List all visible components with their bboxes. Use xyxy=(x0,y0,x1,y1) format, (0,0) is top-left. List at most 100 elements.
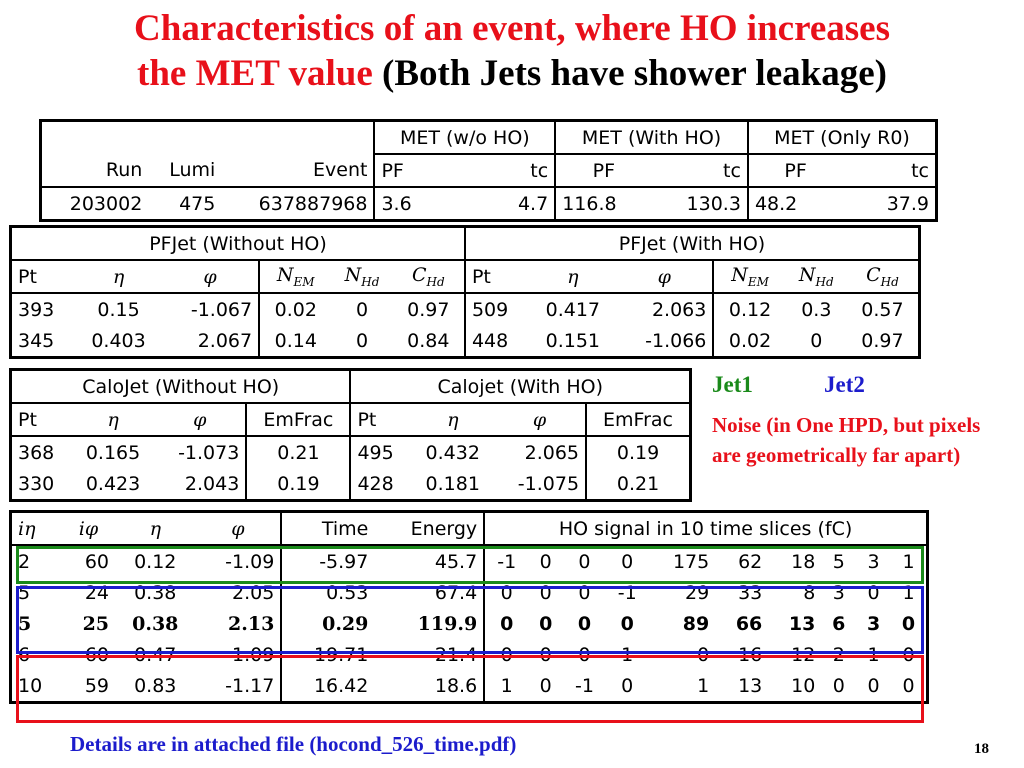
ho-signal-header: HO signal in 10 time slices (fC) xyxy=(484,513,926,546)
table-cell: 3 xyxy=(867,550,880,573)
table-cell: 89 xyxy=(682,612,710,635)
details-footer: Details are in attached file (hocond_526… xyxy=(70,732,517,756)
table-cell: 0 xyxy=(500,612,514,635)
table-cell: -1 xyxy=(497,550,517,573)
table-cell: 2 xyxy=(832,643,845,666)
table-cell: 0 xyxy=(355,298,369,321)
met-table: MET (w/o HO) MET (With HO) MET (Only R0)… xyxy=(39,119,938,222)
met-col-pf: PF xyxy=(747,154,843,188)
col-nem: NEM xyxy=(713,260,786,294)
table-cell: 2.063 xyxy=(616,293,715,325)
ho-signal-table: iη iφ η φ Time Energy HO signal in 10 ti… xyxy=(9,510,929,704)
jet1-rows-box xyxy=(16,546,924,584)
table-cell: 0.19 xyxy=(246,468,352,499)
col-emfrac: EmFrac xyxy=(586,403,689,437)
table-cell: -1.066 xyxy=(616,325,715,356)
col-iphi: iφ xyxy=(61,513,116,546)
table-cell: 0 xyxy=(832,674,845,697)
table-cell: 0.84 xyxy=(392,325,466,356)
table-cell: 5 xyxy=(832,550,845,573)
table-cell: 130.3 xyxy=(651,187,749,219)
table-cell: 637887968 xyxy=(221,187,376,219)
table-cell: 48.2 xyxy=(754,192,798,215)
table-cell: 0 xyxy=(577,612,592,635)
table-row: 203002 475 637887968 3.6 4.7 116.8 130.3… xyxy=(42,187,935,219)
col-eta: η xyxy=(411,403,494,437)
col-time: Time xyxy=(281,513,375,546)
table-cell: 0 xyxy=(621,550,634,573)
table-cell: 175 xyxy=(672,550,710,573)
col-pt: Pt xyxy=(350,403,412,437)
title-line1: Characteristics of an event, where HO in… xyxy=(134,8,890,49)
table-cell: 0.38 xyxy=(132,612,179,635)
table-cell: 116.8 xyxy=(562,192,617,215)
table-cell: 1 xyxy=(902,550,915,573)
table-cell: 2.067 xyxy=(161,325,261,356)
table-cell: 0.432 xyxy=(425,441,480,464)
col-emfrac: EmFrac xyxy=(246,403,352,437)
table-cell: 0 xyxy=(578,550,591,573)
table-cell: 3.6 xyxy=(381,192,412,215)
table-cell: 1 xyxy=(697,674,710,697)
table-cell: 119.9 xyxy=(374,608,486,639)
table-cell: 21.4 xyxy=(374,639,486,670)
table-cell: 0.97 xyxy=(861,329,904,352)
col-pt: Pt xyxy=(464,260,530,294)
jet2-label: Jet2 xyxy=(824,372,865,397)
table-row: 5 25 0.38 2.13 0.29 119.9 0 0 0 0 89 66 13 6 3 0 xyxy=(12,608,926,639)
table-row: 345 0.403 2.067 0.14 0 0.84 448 0.151 -1… xyxy=(12,325,918,356)
table-cell: 0.02 xyxy=(274,298,317,321)
table-cell: 13 xyxy=(738,674,763,697)
table-cell: -5.97 xyxy=(319,550,369,573)
title-line2-black: (Both Jets have shower leakage) xyxy=(382,53,887,94)
table-cell: 60 xyxy=(84,550,110,573)
table-cell: 0.417 xyxy=(545,298,601,321)
table-cell: 0.12 xyxy=(134,550,177,573)
table-cell: 45.7 xyxy=(374,545,486,577)
table-cell: 368 xyxy=(18,441,55,464)
table-cell: -1.067 xyxy=(161,293,261,325)
table-cell: 0.21 xyxy=(616,472,660,495)
table-cell: 0.181 xyxy=(425,472,480,495)
table-cell: 0 xyxy=(539,550,552,573)
table-cell: 0.57 xyxy=(861,298,904,321)
table-cell: 10 xyxy=(791,674,816,697)
table-cell: 6 xyxy=(832,612,846,635)
met-col-pf: PF xyxy=(374,154,465,188)
table-cell: -1 xyxy=(575,674,594,697)
met-col-tc: tc xyxy=(651,154,749,188)
table-cell: 475 xyxy=(179,192,216,215)
col-energy: Energy xyxy=(374,513,486,546)
col-eta: η xyxy=(75,260,162,294)
table-cell: 0 xyxy=(902,674,915,697)
table-cell: 0 xyxy=(902,643,915,666)
table-cell: 0 xyxy=(539,674,552,697)
table-cell: 18 xyxy=(791,550,816,573)
col-nem: NEM xyxy=(259,260,332,294)
table-row: 393 0.15 -1.067 0.02 0 0.97 509 0.417 2.… xyxy=(12,293,918,325)
met-header-without-ho: MET (w/o HO) xyxy=(374,122,557,155)
col-chd: CHd xyxy=(392,260,466,294)
table-cell: -1.075 xyxy=(493,468,588,499)
table-cell: 62 xyxy=(738,550,763,573)
table-row: 10 59 0.83 -1.17 16.42 18.6 1 0 -1 0 1 13 10 0 0 0 xyxy=(12,670,926,701)
table-cell: 4.7 xyxy=(464,187,557,219)
col-eta: η xyxy=(71,403,155,437)
met-col-run: Run xyxy=(42,154,149,188)
col-ieta: iη xyxy=(12,513,62,546)
jet1-label: Jet1 xyxy=(712,372,753,397)
table-row: 6 60 0.47 -1.09 19.71 21.4 0 0 0 1 0 16 12 2 1 0 xyxy=(12,639,926,670)
table-cell: -1.09 xyxy=(195,545,283,577)
table-cell: 0 xyxy=(620,612,634,635)
met-header-only-r0: MET (Only R0) xyxy=(747,122,935,155)
table-cell: 509 xyxy=(471,298,509,321)
table-cell: 0.83 xyxy=(134,674,177,697)
table-cell: 0.47 xyxy=(134,643,177,666)
table-cell: 0 xyxy=(500,643,513,666)
table-cell: 0 xyxy=(539,612,553,635)
table-cell: 0 xyxy=(621,674,634,697)
table-cell: 495 xyxy=(357,441,394,464)
col-nhd: NHd xyxy=(785,260,847,294)
table-cell: 0.97 xyxy=(392,293,466,325)
col-phi: φ xyxy=(195,513,283,546)
